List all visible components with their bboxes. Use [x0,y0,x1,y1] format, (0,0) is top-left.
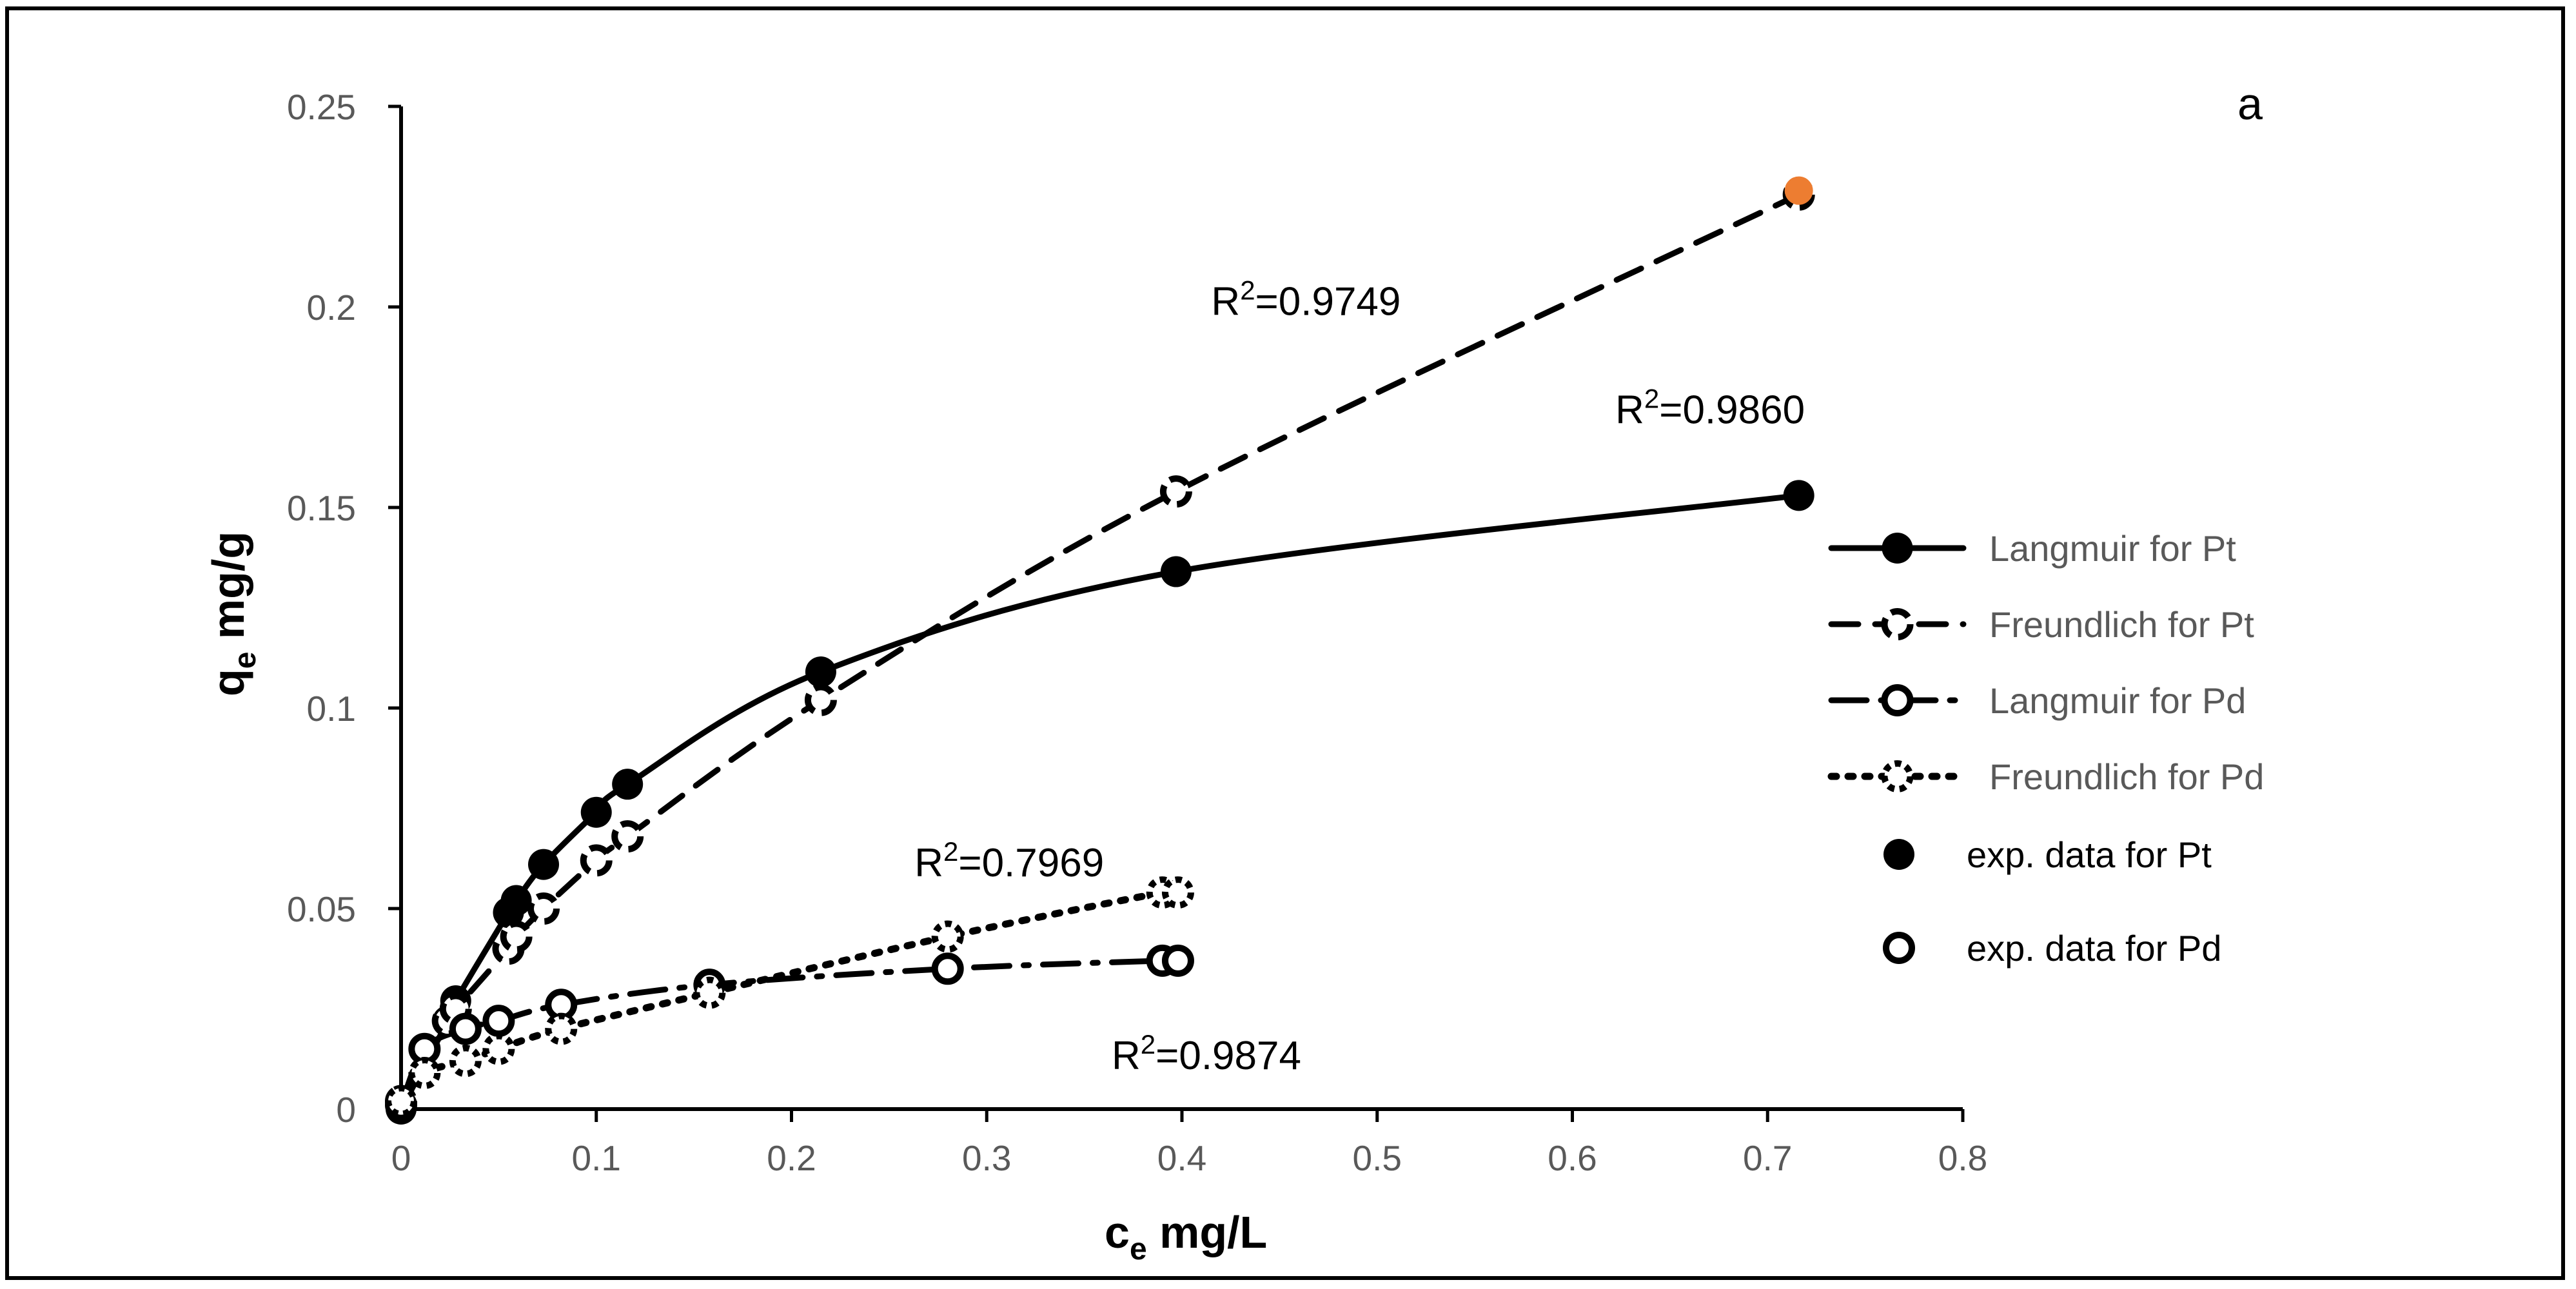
legend-label: exp. data for Pd [1967,928,2221,969]
series-line-3 [397,885,1188,1105]
data-point [580,796,612,828]
legend-label: Langmuir for Pt [1989,528,2236,569]
data-point [528,849,560,880]
data-point [611,820,644,853]
data-point [693,976,726,1009]
series-markers [385,176,1815,1125]
y-tick-label: 0 [336,1090,356,1130]
series-line-2 [398,957,1187,1108]
y-tick-label: 0.2 [307,288,356,328]
series-lines [397,192,1802,1112]
legend-marker [1883,839,1914,870]
chart-frame [5,6,2565,1280]
r2-label: R2=0.7969 [914,836,1104,885]
data-point [1161,876,1194,909]
legend-label: Langmuir for Pd [1989,680,2246,721]
r2-label: R2=0.9860 [1615,383,1805,432]
panel-label: a [2237,79,2263,129]
data-point [1783,480,1814,511]
r2-label: R2=0.9874 [1112,1029,1301,1078]
x-tick-label: 0 [391,1138,411,1178]
legend-label: exp. data for Pt [1967,834,2212,875]
series-line-1 [398,192,1802,1105]
x-tick-label: 0.3 [962,1138,1011,1178]
data-point [500,920,533,953]
data-point [527,892,560,925]
x-tick-label: 0.6 [1548,1138,1597,1178]
y-tick-label: 0.1 [307,689,356,729]
legend-label: Freundlich for Pd [1989,756,2264,797]
x-tick-label: 0.5 [1353,1138,1402,1178]
data-point [805,656,836,688]
highlight-point [1784,176,1813,205]
legend-marker [1881,760,1914,792]
data-point [482,1005,515,1038]
x-tick-label: 0.4 [1157,1138,1206,1178]
r2-label: R2=0.9749 [1211,275,1401,324]
data-point [500,885,532,916]
data-point [1161,944,1194,977]
data-point [1160,556,1192,587]
data-point [449,1045,482,1077]
y-axis-title: qe mg/g [203,531,262,696]
data-point [385,1085,417,1117]
data-point [931,952,964,985]
y-tick-label: 0.25 [287,87,356,127]
y-tick-label: 0.15 [287,488,356,528]
x-axis-title: ce mg/L [1105,1207,1267,1266]
data-point [482,1032,515,1065]
r2-annotations: R2=0.9749 R2=0.9860 R2=0.7969 R2=0.9874 [914,275,1805,1077]
legend-label: Freundlich for Pt [1989,604,2254,645]
data-point [612,769,644,800]
legend-marker [1882,533,1913,564]
legend-marker [1883,932,1915,964]
x-tick-label: 0.8 [1938,1138,1987,1178]
x-tick-label: 0.7 [1743,1138,1792,1178]
x-tick-label: 0.2 [767,1138,816,1178]
data-point [804,684,837,716]
x-tick-label: 0.1 [572,1138,621,1178]
axes: 0 0.1 0.2 0.3 0.4 0.5 0.6 0.7 0.8 0 0.05 0.1 0.15 0.2… [203,87,1987,1266]
data-point [1159,475,1192,508]
data-point [545,1012,578,1045]
data-point [580,844,613,877]
y-tick-label: 0.05 [287,889,356,929]
legend-marker [1881,684,1914,716]
legend: Langmuir for Pt Freundlich for Pt Langmuir… [1827,528,2264,969]
data-point [408,1057,441,1090]
data-point [449,1012,482,1045]
legend-marker [1881,608,1914,640]
data-point [931,920,964,953]
